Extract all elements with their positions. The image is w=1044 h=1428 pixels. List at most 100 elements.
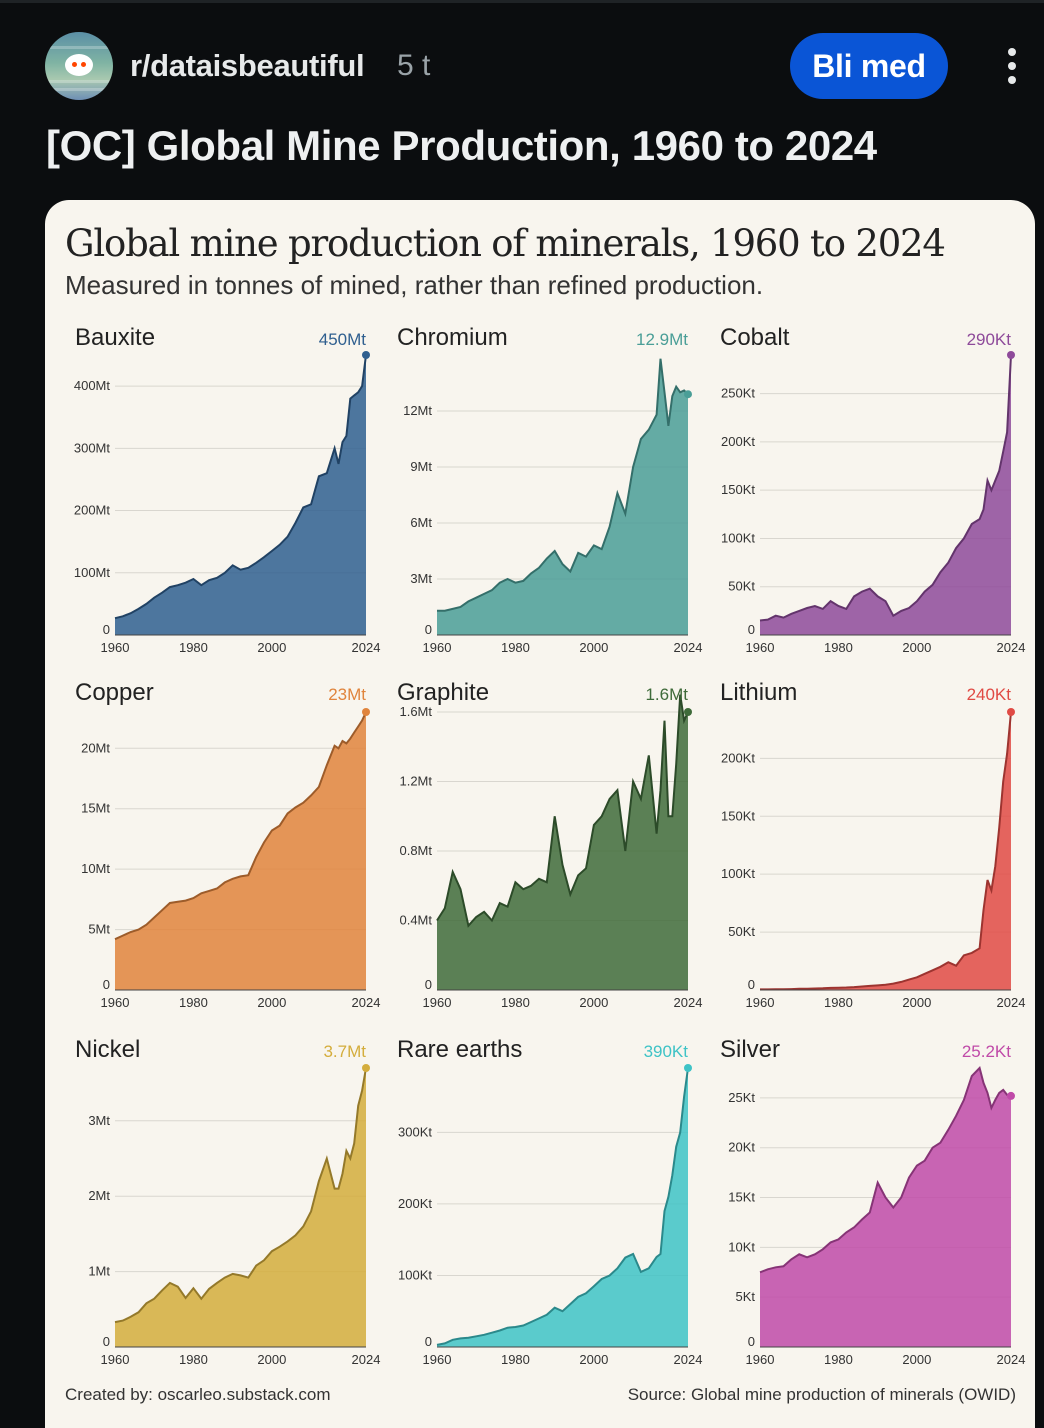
silver-y-tick-label: 25Kt [728,1090,755,1105]
bauxite-line [114,354,367,620]
silver-y-tick-label: 10Kt [728,1239,755,1254]
bauxite-y-tick-label: 0 [103,622,110,637]
cobalt-x-tick-label: 1980 [824,640,853,655]
rare-earths-latest-value: 390Kt [644,1042,689,1061]
post-title[interactable]: [OC] Global Mine Production, 1960 to 202… [46,122,877,169]
rare-earths-y-tick-label: 300Kt [398,1124,432,1139]
cobalt-y-tick-label: 150Kt [721,482,755,497]
subreddit-name[interactable]: r/dataisbeautiful [130,48,365,83]
chromium-y-tick-label: 6Mt [410,515,432,530]
nickel-latest-value: 3.7Mt [323,1042,366,1061]
graphite-line [436,694,689,928]
chromium-y-tick-label: 0 [425,622,432,637]
figure-title: Global mine production of minerals, 1960… [65,222,946,265]
chromium-panel-title: Chromium [397,324,508,351]
cobalt-line [759,354,1012,622]
chromium-latest-value: 12.9Mt [636,330,688,349]
cobalt-y-tick-label: 100Kt [721,530,755,545]
lithium-area [760,712,1011,990]
silver-x-tick-label: 1980 [824,1352,853,1367]
rare-earths-x-tick-label: 2024 [674,1352,703,1367]
cobalt-y-tick-label: 200Kt [721,434,755,449]
copper-latest-point [362,708,370,716]
cobalt-x-tick-label: 1960 [746,640,775,655]
lithium-y-tick-label: 100Kt [721,866,755,881]
graphite-x-tick-label: 1960 [423,995,452,1010]
nickel-latest-point [362,1064,370,1072]
lithium-latest-value: 240Kt [967,685,1012,704]
lithium-y-tick-label: 0 [748,977,755,992]
lithium-x-tick-label: 2000 [902,995,931,1010]
bauxite-y-tick-label: 400Mt [74,378,111,393]
bauxite-latest-value: 450Mt [319,330,367,349]
join-button[interactable]: Bli med [790,33,948,99]
nickel-line [114,1067,367,1324]
lithium-latest-point [1007,708,1015,716]
post-image[interactable]: Global mine production of minerals, 1960… [45,200,1035,1428]
bauxite-x-tick-label: 1980 [179,640,208,655]
chromium-y-tick-label: 12Mt [403,403,432,418]
silver-x-tick-label: 1960 [746,1352,775,1367]
figure-credit: Created by: oscarleo.substack.com [65,1385,331,1404]
graphite-latest-value: 1.6Mt [645,685,688,704]
graphite-y-tick-label: 0.4Mt [399,913,432,928]
copper-latest-value: 23Mt [328,685,366,704]
bauxite-y-tick-label: 100Mt [74,565,111,580]
figure-subtitle: Measured in tonnes of mined, rather than… [65,270,764,300]
silver-latest-value: 25.2Kt [962,1042,1011,1061]
chromium-x-tick-label: 2024 [674,640,703,655]
copper-y-tick-label: 15Mt [81,801,110,816]
rare-earths-x-tick-label: 1960 [423,1352,452,1367]
post-age: 5 t [397,49,431,82]
chromium-x-tick-label: 1980 [501,640,530,655]
copper-area [115,712,366,990]
silver-latest-point [1007,1091,1015,1100]
cobalt-x-tick-label: 2024 [997,640,1026,655]
lithium-y-tick-label: 50Kt [728,924,755,939]
nickel-x-tick-label: 2000 [257,1352,286,1367]
silver-y-tick-label: 0 [748,1334,755,1349]
lithium-y-tick-label: 200Kt [721,750,755,765]
silver-y-tick-label: 5Kt [735,1289,755,1304]
graphite-x-tick-label: 2024 [674,995,703,1010]
cobalt-area [760,355,1011,635]
silver-panel-title: Silver [720,1036,780,1063]
rare-earths-y-tick-label: 200Kt [398,1196,432,1211]
lithium-line [760,711,1012,991]
nickel-panel-title: Nickel [75,1036,140,1063]
rare-earths-x-tick-label: 1980 [501,1352,530,1367]
bauxite-x-tick-label: 2000 [257,640,286,655]
silver-area [760,1068,1011,1347]
cobalt-y-tick-label: 0 [748,622,755,637]
rare-earths-x-tick-label: 2000 [579,1352,608,1367]
subreddit-avatar[interactable] [45,32,113,100]
chromium-y-tick-label: 9Mt [410,459,432,474]
more-options-icon[interactable] [1000,46,1024,86]
lithium-x-tick-label: 1980 [824,995,853,1010]
copper-y-tick-label: 0 [103,977,110,992]
graphite-y-tick-label: 0 [425,977,432,992]
cobalt-latest-point [1007,351,1015,359]
copper-panel-title: Copper [75,679,154,706]
chromium-x-tick-label: 1960 [423,640,452,655]
graphite-area [437,694,688,990]
graphite-x-tick-label: 2000 [579,995,608,1010]
lithium-panel-title: Lithium [720,679,797,706]
rare-earths-latest-point [684,1064,692,1072]
graphite-panel-title: Graphite [397,679,489,706]
bauxite-panel-title: Bauxite [75,324,155,351]
chromium-line [437,358,689,612]
silver-line [759,1066,1012,1274]
copper-y-tick-label: 20Mt [81,740,110,755]
copper-x-tick-label: 1980 [179,995,208,1010]
rare-earths-panel-title: Rare earths [397,1036,522,1063]
nickel-x-tick-label: 1980 [179,1352,208,1367]
rare-earths-area [437,1068,688,1347]
nickel-y-tick-label: 0 [103,1334,110,1349]
bauxite-latest-point [362,351,370,359]
bauxite-x-tick-label: 1960 [101,640,130,655]
figure-source: Source: Global mine production of minera… [627,1385,1016,1404]
nickel-x-tick-label: 2024 [352,1352,381,1367]
nickel-area [115,1068,366,1347]
top-divider [0,0,1044,3]
